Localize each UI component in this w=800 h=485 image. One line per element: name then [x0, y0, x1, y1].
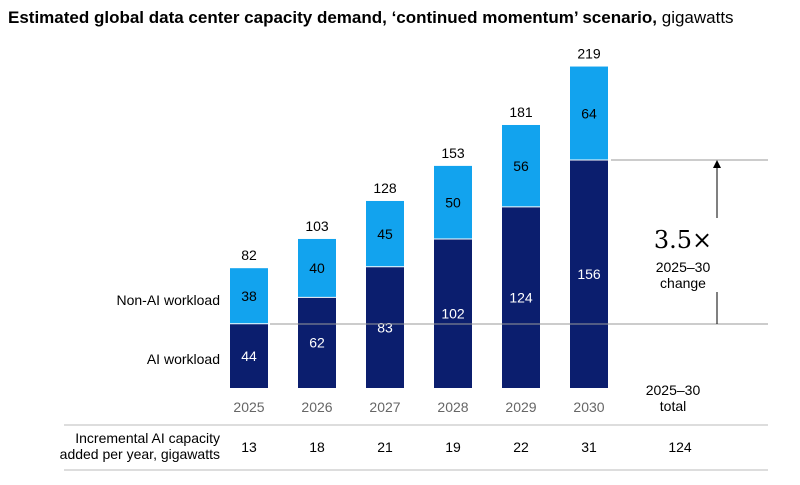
x-tick-2027: 2027	[369, 399, 400, 415]
change-label-1: 2025–30	[656, 259, 711, 275]
incremental-2029: 22	[513, 439, 529, 455]
incremental-2028: 19	[445, 439, 461, 455]
title-text: Estimated global data center capacity de…	[8, 8, 657, 27]
x-tick-2030: 2030	[573, 399, 604, 415]
bar-ai-2028	[434, 238, 472, 388]
x-tick-2029: 2029	[505, 399, 536, 415]
incremental-total: 124	[668, 439, 692, 455]
total-2026: 103	[305, 218, 329, 234]
change-label-2: change	[660, 275, 706, 291]
value-ai-2027: 83	[377, 319, 393, 335]
incremental-label-2: added per year, gigawatts	[60, 446, 220, 462]
total-2029: 181	[509, 104, 533, 120]
incremental-label-1: Incremental AI capacity	[75, 430, 220, 446]
bar-ai-2029	[502, 206, 540, 388]
value-non-ai-2027: 45	[377, 226, 393, 242]
legend-non-ai: Non-AI workload	[117, 292, 221, 308]
x-tick-2028: 2028	[437, 399, 468, 415]
total-2030: 219	[577, 46, 601, 62]
value-non-ai-2030: 64	[581, 105, 597, 121]
legend-ai: AI workload	[147, 351, 220, 367]
total-2027: 128	[373, 180, 397, 196]
bar-non-ai-2027	[366, 200, 404, 267]
value-ai-2030: 156	[577, 266, 601, 282]
change-arrow-head	[713, 160, 721, 168]
title-unit: gigawatts	[661, 8, 734, 27]
value-ai-2025: 44	[241, 348, 257, 364]
annotation-bg	[648, 218, 718, 292]
value-ai-2026: 62	[309, 335, 325, 351]
bar-non-ai-2029	[502, 124, 540, 207]
incremental-values: 13 18 21 19 22 31	[241, 439, 597, 455]
value-non-ai-2028: 50	[445, 194, 461, 210]
value-ai-2029: 124	[509, 289, 533, 305]
value-non-ai-2025: 38	[241, 288, 257, 304]
change-multiplier: 3.5×	[654, 226, 712, 254]
total-header-1: 2025–30	[646, 382, 701, 398]
incremental-2026: 18	[309, 439, 325, 455]
bars-layer	[230, 66, 608, 388]
total-header-2: total	[660, 398, 686, 414]
x-tick-2026: 2026	[301, 399, 332, 415]
bar-ai-2027	[366, 266, 404, 388]
bar-non-ai-2025	[230, 268, 268, 324]
bar-non-ai-2026	[298, 238, 336, 298]
incremental-2030: 31	[581, 439, 597, 455]
bar-non-ai-2030	[570, 66, 608, 161]
chart-title: Estimated global data center capacity de…	[8, 8, 734, 28]
labels-layer: 44 38 82 2025 62 40 103 2026 83 45 128 2027 102 50 153…	[233, 46, 604, 415]
bar-ai-2025	[230, 323, 268, 388]
bar-ai-2030	[570, 160, 608, 388]
x-tick-2025: 2025	[233, 399, 264, 415]
bar-ai-2026	[298, 297, 336, 388]
value-ai-2028: 102	[441, 305, 465, 321]
value-non-ai-2026: 40	[309, 260, 325, 276]
incremental-2027: 21	[377, 439, 393, 455]
bar-non-ai-2028	[434, 165, 472, 239]
value-non-ai-2029: 56	[513, 158, 529, 174]
total-2028: 153	[441, 145, 465, 161]
incremental-2025: 13	[241, 439, 257, 455]
total-2025: 82	[241, 247, 257, 263]
